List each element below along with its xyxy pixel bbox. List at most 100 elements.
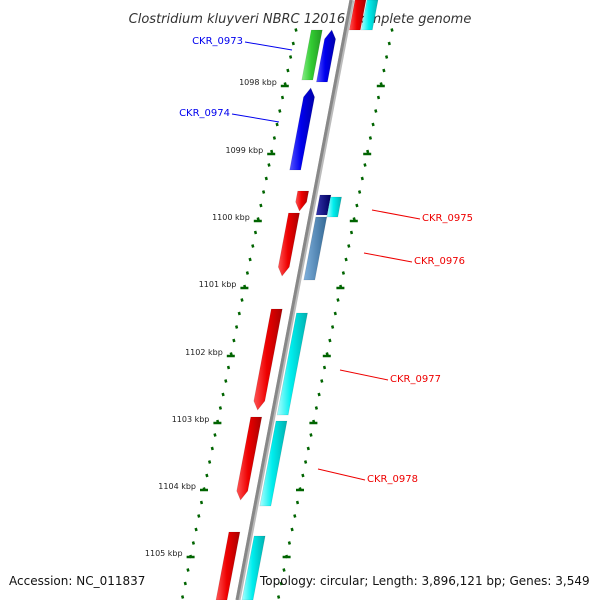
minor-tick: [251, 244, 255, 248]
minor-tick: [368, 136, 373, 140]
gene-label[interactable]: CKR_0978: [367, 474, 418, 485]
gene-arrow[interactable]: [215, 531, 241, 600]
minor-tick: [278, 109, 282, 113]
backbone: [235, 0, 353, 600]
minor-tick: [314, 406, 319, 410]
gene-arrow[interactable]: [303, 216, 328, 281]
minor-tick: [317, 392, 321, 397]
minor-tick: [186, 568, 190, 572]
minor-tick: [344, 257, 348, 262]
tick-label: 1102 kbp: [185, 348, 223, 357]
gene-arrow[interactable]: [236, 416, 263, 501]
label-leader-line: [363, 252, 413, 263]
minor-tick: [306, 446, 310, 451]
minor-tick: [288, 55, 293, 59]
tick-label: 1099 kbp: [225, 146, 263, 155]
minor-tick: [336, 298, 340, 302]
minor-tick: [291, 41, 295, 46]
minor-tick: [272, 136, 277, 140]
gene-label[interactable]: CKR_0973: [192, 36, 243, 47]
minor-tick: [213, 433, 217, 437]
gene-arrow[interactable]: [276, 312, 308, 416]
minor-tick: [347, 244, 351, 248]
minor-tick: [341, 271, 346, 275]
minor-tick: [205, 473, 209, 478]
gene-arrow[interactable]: [253, 308, 283, 411]
minor-tick: [245, 271, 250, 275]
gene-arrow[interactable]: [316, 29, 336, 83]
minor-tick: [183, 581, 187, 586]
gene-features: [215, 0, 379, 600]
minor-tick: [248, 257, 252, 262]
minor-tick: [207, 460, 212, 464]
minor-tick: [276, 595, 281, 599]
tick-label: 1104 kbp: [158, 482, 196, 491]
gene-label[interactable]: CKR_0975: [422, 213, 473, 224]
tick-label: 1105 kbp: [145, 549, 183, 558]
minor-tick: [290, 527, 294, 532]
gene-label[interactable]: CKR_0974: [179, 108, 230, 119]
minor-tick: [270, 149, 274, 154]
minor-tick: [234, 325, 239, 329]
minor-tick: [253, 230, 258, 235]
gene-arrow[interactable]: [259, 420, 288, 507]
minor-tick: [224, 379, 228, 383]
minor-tick: [371, 122, 375, 127]
minor-tick: [287, 541, 292, 545]
minor-tick: [218, 406, 223, 410]
minor-tick: [194, 527, 198, 532]
minor-tick: [309, 433, 313, 437]
minor-tick: [280, 95, 285, 100]
tick-label: 1100 kbp: [212, 213, 250, 222]
minor-tick: [279, 581, 283, 586]
label-leader-line: [339, 369, 389, 381]
map-title: Clostridium kluyveri NBRC 12016, complet…: [129, 12, 472, 27]
minor-tick: [180, 595, 185, 599]
minor-tick: [261, 190, 266, 194]
gene-labels: CKR_0973 CKR_0974 CKR_0975 CKR_0976 CKR_0977…: [179, 36, 473, 485]
tick-label: 1098 kbp: [239, 78, 277, 87]
minor-tick: [295, 500, 300, 505]
gene-arrow[interactable]: [360, 0, 379, 31]
minor-tick: [259, 203, 263, 208]
minor-tick: [275, 122, 279, 127]
label-leader-line: [244, 41, 293, 51]
tick-track: 1098 kbp 1099 kbp 1100 kbp 1101 kbp 1102 kbp…: [145, 28, 394, 599]
minor-tick: [360, 176, 364, 181]
minor-tick: [320, 379, 324, 383]
minor-tick: [322, 365, 327, 370]
minor-tick: [384, 55, 389, 59]
gene-arrow[interactable]: [295, 190, 310, 212]
minor-tick: [221, 392, 225, 397]
minor-tick: [333, 311, 337, 316]
tick-label: 1101 kbp: [199, 280, 237, 289]
minor-tick: [240, 298, 244, 302]
accession-text: Accession: NC_011837: [9, 574, 146, 588]
minor-tick: [390, 28, 394, 32]
gene-arrow[interactable]: [301, 29, 323, 81]
gene-arrow[interactable]: [326, 196, 342, 218]
gene-arrow[interactable]: [289, 87, 315, 171]
label-leader-line: [231, 113, 280, 123]
gene-arrow[interactable]: [241, 535, 266, 600]
minor-tick: [382, 68, 386, 73]
minor-tick: [267, 163, 271, 167]
minor-tick: [357, 190, 362, 194]
gene-label[interactable]: CKR_0976: [414, 256, 465, 267]
gene-label[interactable]: CKR_0977: [390, 374, 441, 385]
minor-tick: [282, 568, 286, 572]
minor-tick: [226, 365, 231, 370]
tick-label: 1103 kbp: [172, 415, 210, 424]
gene-arrow[interactable]: [348, 0, 367, 31]
minor-tick: [366, 149, 370, 154]
minor-tick: [286, 68, 290, 73]
label-leader-line: [317, 468, 366, 481]
minor-tick: [374, 109, 378, 113]
minor-tick: [387, 41, 391, 46]
minor-tick: [355, 203, 359, 208]
topology-text: Topology: circular; Length: 3,896,121 bp…: [260, 574, 590, 588]
minor-tick: [264, 176, 268, 181]
gene-arrow[interactable]: [277, 212, 300, 277]
minor-tick: [232, 338, 236, 343]
